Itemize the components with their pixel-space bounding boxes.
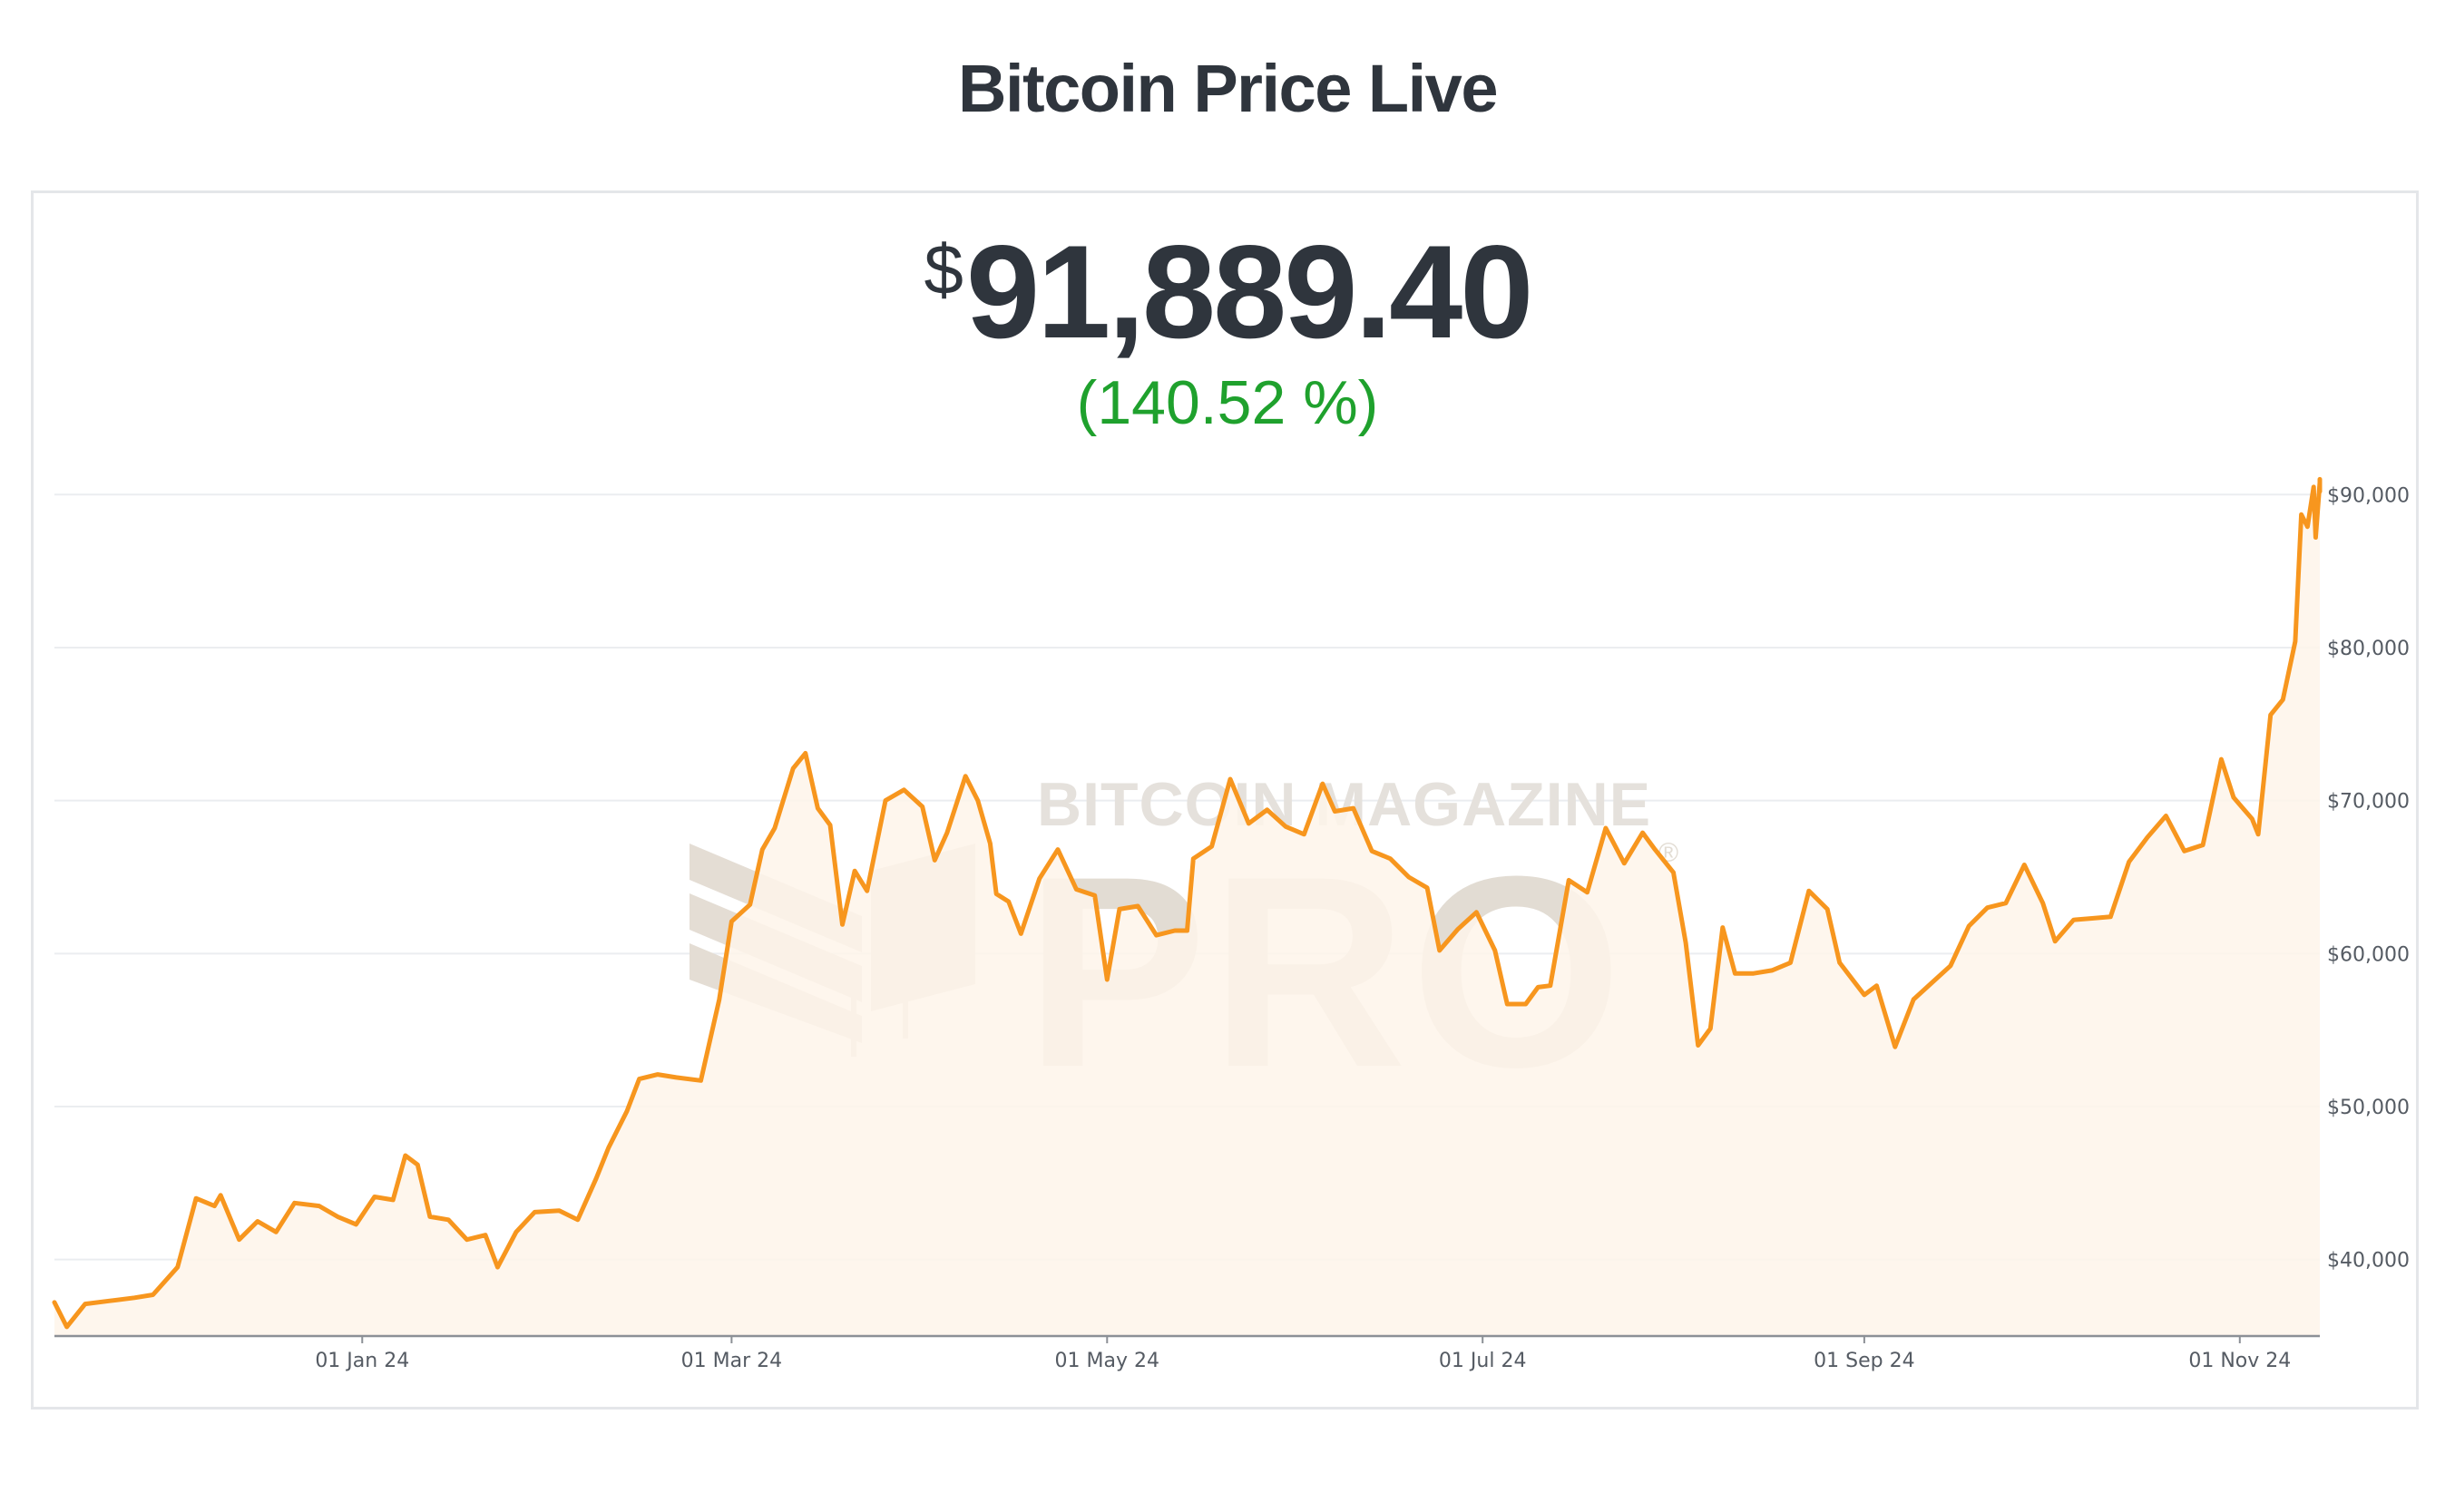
x-axis-ticks: 01 Jan 24 01 Mar 24 01 May 24 01 Jul 24 01 S… [315, 1336, 2291, 1372]
x-tick-label: 01 Nov 24 [2188, 1350, 2291, 1372]
price-area-fill [54, 479, 2320, 1336]
price-currency-symbol: $ [924, 229, 963, 309]
y-tick-label: $70,000 [2327, 791, 2410, 814]
price-change-percent: (140.52 %) [1076, 368, 1379, 437]
x-tick-label: 01 May 24 [1055, 1350, 1159, 1372]
x-tick-label: 01 Mar 24 [681, 1350, 782, 1372]
y-tick-label: $90,000 [2327, 484, 2410, 507]
y-tick-label: $40,000 [2327, 1250, 2410, 1273]
y-tick-label: $50,000 [2327, 1097, 2410, 1119]
y-axis-ticks: $40,000 $50,000 $60,000 $70,000 $80,000 $90,0… [2327, 484, 2410, 1272]
x-tick-label: 01 Jan 24 [315, 1350, 409, 1372]
y-tick-label: $60,000 [2327, 943, 2410, 966]
y-tick-label: $80,000 [2327, 638, 2410, 660]
current-price: $91,889.40 [0, 216, 2455, 368]
price-line[interactable] [52, 476, 2323, 1330]
x-tick-label: 01 Jul 24 [1439, 1350, 1527, 1372]
page-title: Bitcoin Price Live [958, 51, 1498, 126]
x-tick-label: 01 Sep 24 [1814, 1350, 1914, 1372]
price-amount: 91,889.40 [965, 218, 1534, 366]
